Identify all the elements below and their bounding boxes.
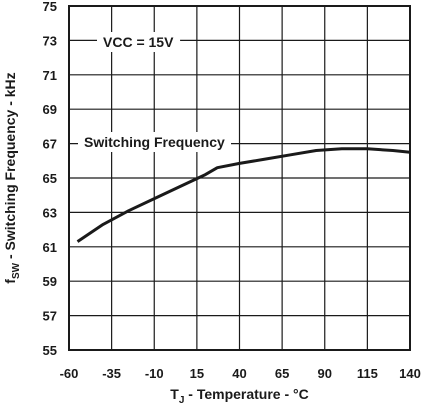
x-tick-label-4: 40 <box>232 366 246 381</box>
y-axis-label: fSW - Switching Frequency - kHz <box>2 72 22 283</box>
plot-frame <box>68 5 411 351</box>
x-tick-label-8: 140 <box>399 366 421 381</box>
y-tick-label-9: 73 <box>43 33 57 48</box>
grid <box>68 5 411 351</box>
x-axis-label: TJ - Temperature - °C <box>170 386 308 405</box>
y-tick-label-4: 63 <box>43 205 57 220</box>
y-tick-label-6: 67 <box>43 137 57 152</box>
x-tick-labels: -60 -35 -10 15 40 65 90 115 140 <box>60 366 421 381</box>
y-tick-label-2: 59 <box>43 274 57 289</box>
x-tick-label-5: 65 <box>275 366 289 381</box>
y-tick-label-10: 75 <box>43 0 57 14</box>
x-axis-label-main: T <box>170 386 179 402</box>
y-axis-label-rest: - Switching Frequency - kHz <box>2 72 18 263</box>
y-tick-label-8: 71 <box>43 68 57 83</box>
x-tick-label-3: 15 <box>190 366 204 381</box>
x-axis-label-sub: J <box>179 395 185 405</box>
x-tick-label-1: -35 <box>102 366 121 381</box>
y-tick-labels: 55 57 59 61 63 65 67 69 71 73 75 <box>43 0 57 358</box>
annotation-series-label: Switching Frequency <box>84 134 225 150</box>
y-axis-label-sub: SW <box>11 262 22 279</box>
x-axis-label-rest: - Temperature - °C <box>184 386 308 402</box>
x-tick-label-0: -60 <box>60 366 79 381</box>
x-tick-label-7: 115 <box>357 366 378 381</box>
series-line-switching-frequency <box>76 147 411 243</box>
x-tick-label-6: 90 <box>318 366 332 381</box>
y-tick-label-5: 65 <box>43 171 57 186</box>
y-tick-label-3: 61 <box>43 240 57 255</box>
annotation-series-background <box>78 132 232 152</box>
x-tick-label-2: -10 <box>145 366 164 381</box>
y-tick-label-0: 55 <box>43 343 57 358</box>
y-tick-label-7: 69 <box>43 102 57 117</box>
annotation-vcc: VCC = 15V <box>103 34 174 50</box>
y-axis-label-main: f <box>2 279 18 284</box>
annotation-vcc-background <box>97 32 181 52</box>
y-tick-label-1: 57 <box>43 309 57 324</box>
